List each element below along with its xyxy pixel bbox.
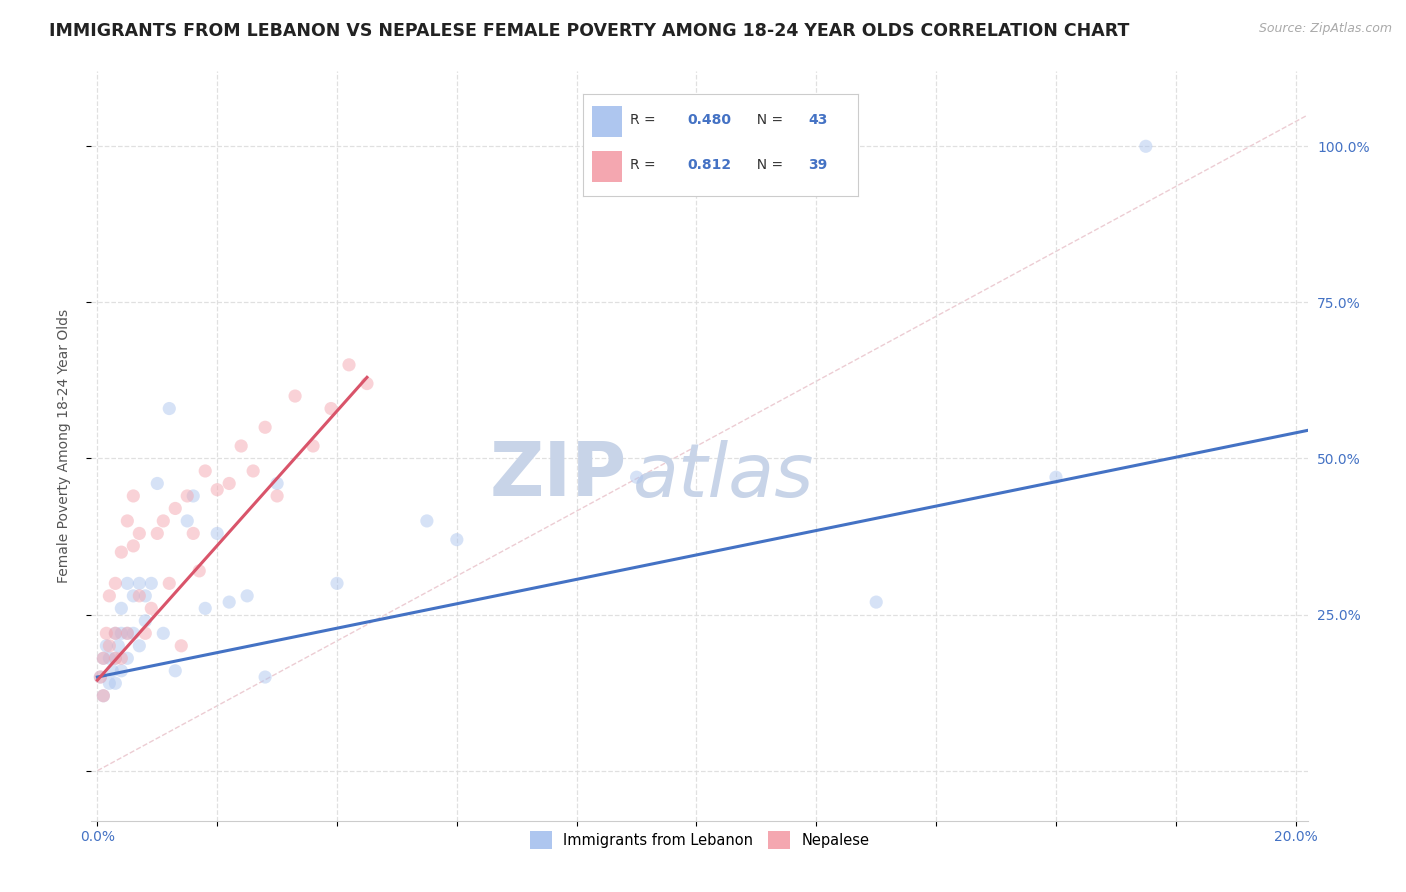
Point (1135, 139, 1157, 153)
FancyBboxPatch shape (592, 151, 621, 182)
Point (326, 576, 349, 591)
Point (337, 358, 360, 372)
Point (122, 489, 145, 503)
Point (128, 576, 150, 591)
Point (218, 476, 240, 491)
Text: atlas: atlas (633, 440, 814, 512)
Point (110, 664, 132, 678)
Point (284, 389, 307, 403)
Point (181, 489, 204, 503)
Point (242, 464, 264, 478)
Point (254, 420, 277, 434)
Text: 0.812: 0.812 (688, 159, 731, 172)
Point (122, 539, 145, 553)
Point (134, 626, 156, 640)
Text: 39: 39 (808, 159, 828, 172)
Text: 43: 43 (808, 113, 828, 128)
Point (93, 689, 115, 703)
Text: ZIP: ZIP (489, 440, 627, 513)
Point (104, 626, 127, 640)
Point (141, 576, 163, 591)
Point (107, 639, 129, 653)
Point (266, 476, 288, 491)
Point (205, 526, 228, 541)
Point (1045, 470, 1067, 484)
Point (117, 626, 139, 640)
Text: Source: ZipAtlas.com: Source: ZipAtlas.com (1258, 22, 1392, 36)
Point (117, 626, 139, 640)
Point (218, 595, 240, 609)
Text: N =: N = (748, 159, 787, 172)
Point (93, 689, 115, 703)
Point (146, 476, 169, 491)
Point (194, 464, 217, 478)
Point (181, 526, 204, 541)
Point (98, 589, 121, 603)
Point (110, 545, 132, 559)
Point (134, 614, 156, 628)
Point (110, 601, 132, 615)
Point (231, 439, 253, 453)
Point (96, 639, 118, 653)
Point (254, 670, 277, 684)
Point (152, 514, 174, 528)
Point (266, 489, 288, 503)
Point (302, 439, 325, 453)
FancyBboxPatch shape (592, 106, 621, 136)
Point (110, 626, 132, 640)
Point (157, 576, 180, 591)
Point (165, 664, 187, 678)
Point (104, 676, 127, 690)
Point (104, 651, 127, 665)
Point (157, 401, 180, 416)
Point (170, 639, 193, 653)
Point (104, 626, 127, 640)
Point (110, 651, 132, 665)
Point (93, 651, 115, 665)
Point (165, 501, 187, 516)
Point (319, 401, 342, 416)
Text: R =: R = (630, 159, 659, 172)
Point (117, 576, 139, 591)
Y-axis label: Female Poverty Among 18-24 Year Olds: Female Poverty Among 18-24 Year Olds (56, 309, 70, 583)
Point (205, 483, 228, 497)
Point (176, 489, 198, 503)
Text: IMMIGRANTS FROM LEBANON VS NEPALESE FEMALE POVERTY AMONG 18-24 YEAR OLDS CORRELA: IMMIGRANTS FROM LEBANON VS NEPALESE FEMA… (49, 22, 1129, 40)
Point (104, 651, 127, 665)
Text: N =: N = (748, 113, 787, 128)
Point (128, 639, 150, 653)
Point (446, 533, 468, 547)
Point (356, 376, 378, 391)
Point (141, 601, 163, 615)
Point (93, 651, 115, 665)
Point (98, 651, 121, 665)
Point (865, 595, 887, 609)
Point (128, 526, 150, 541)
Point (101, 664, 124, 678)
Point (98, 639, 121, 653)
Point (117, 651, 139, 665)
Text: 0.480: 0.480 (688, 113, 731, 128)
Point (122, 589, 145, 603)
Point (134, 589, 156, 603)
Point (89, 670, 111, 684)
Point (416, 514, 439, 528)
Point (146, 526, 169, 541)
Point (236, 589, 259, 603)
Point (128, 589, 150, 603)
Point (89, 670, 111, 684)
Point (122, 626, 145, 640)
Text: R =: R = (630, 113, 659, 128)
Point (176, 514, 198, 528)
Point (96, 626, 118, 640)
Point (188, 564, 211, 578)
Point (98, 676, 121, 690)
Point (626, 470, 648, 484)
Point (104, 576, 127, 591)
Point (194, 601, 217, 615)
Point (117, 514, 139, 528)
Legend: Immigrants from Lebanon, Nepalese: Immigrants from Lebanon, Nepalese (524, 825, 875, 855)
Point (152, 626, 174, 640)
